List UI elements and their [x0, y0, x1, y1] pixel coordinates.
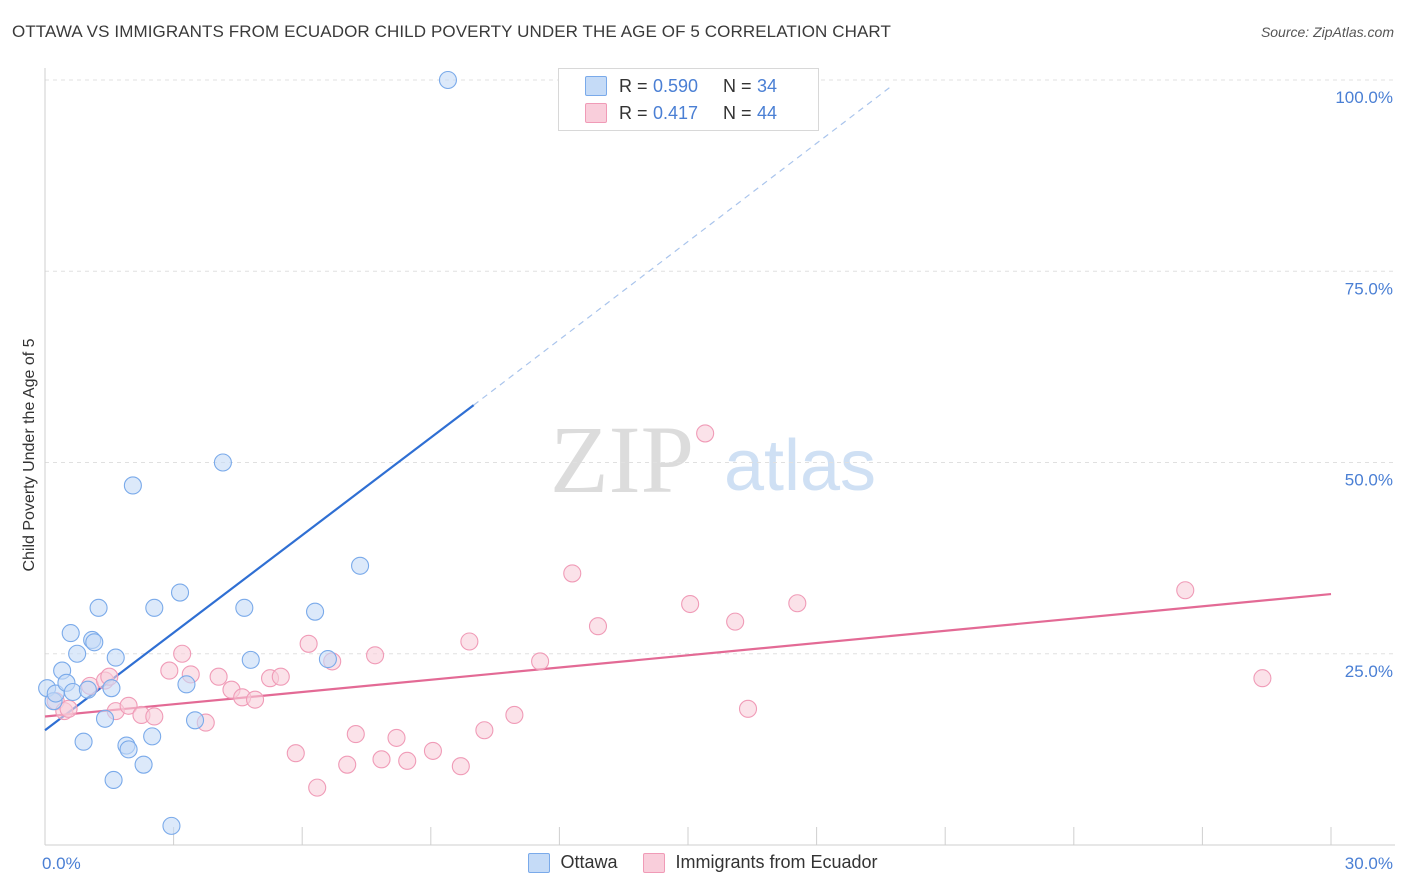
- source-credit: Source: ZipAtlas.com: [1260, 24, 1394, 40]
- point-ecuador: [505, 705, 524, 725]
- point-ottawa: [351, 556, 370, 575]
- watermark: ZIP atlas: [550, 406, 876, 513]
- point-ecuador: [475, 721, 494, 740]
- point-ecuador: [423, 741, 442, 760]
- point-ecuador: [531, 652, 550, 671]
- point-ottawa: [68, 644, 87, 663]
- x-tick-label: 30.0%: [1345, 854, 1393, 873]
- point-ottawa: [78, 680, 97, 699]
- point-ecuador: [245, 690, 265, 709]
- legend-swatch-ecuador: [585, 103, 607, 123]
- point-ecuador: [286, 744, 305, 763]
- point-ecuador: [1176, 581, 1195, 600]
- point-ottawa: [185, 711, 205, 730]
- point-ecuador: [696, 424, 715, 443]
- y-tick-label: 100.0%: [1335, 88, 1393, 107]
- data-points: [38, 70, 1272, 835]
- legend-n-label: N =: [723, 75, 752, 96]
- point-ottawa: [119, 740, 138, 759]
- legend-item-ottawa: Ottawa: [528, 852, 617, 873]
- x-tick-label: 0.0%: [42, 854, 81, 873]
- point-ecuador: [299, 634, 318, 653]
- legend-row-ecuador: R = 0.417 N = 44: [585, 101, 777, 125]
- point-ecuador: [173, 644, 192, 663]
- point-ottawa: [213, 453, 232, 472]
- legend-swatch-ottawa: [585, 76, 607, 96]
- point-ecuador: [788, 594, 807, 613]
- point-ottawa: [438, 70, 457, 90]
- legend-r-label: R =: [619, 102, 648, 123]
- legend-swatch-ottawa: [528, 852, 551, 873]
- legend-swatch-ecuador: [643, 852, 666, 873]
- point-ecuador: [209, 667, 228, 686]
- point-ecuador: [398, 751, 417, 770]
- point-ottawa: [162, 816, 181, 835]
- point-ecuador: [681, 594, 700, 614]
- point-ecuador: [366, 646, 385, 665]
- legend-n-value: 34: [757, 75, 778, 96]
- legend-item-ecuador: Immigrants from Ecuador: [643, 852, 878, 873]
- series-legend: Ottawa Immigrants from Ecuador: [0, 852, 1406, 873]
- trend-line-ottawa-extension: [473, 87, 890, 406]
- correlation-legend: R = 0.590 N = 34 R = 0.417 N = 44: [558, 68, 819, 131]
- point-ecuador: [451, 757, 470, 776]
- point-ottawa: [170, 583, 190, 602]
- point-ottawa: [95, 709, 115, 728]
- y-tick-label: 75.0%: [1345, 279, 1393, 298]
- point-ecuador: [460, 632, 479, 651]
- point-ottawa: [61, 624, 80, 643]
- point-ottawa: [106, 648, 125, 667]
- point-ottawa: [63, 682, 82, 702]
- legend-r-label: R =: [619, 75, 648, 96]
- point-ecuador: [738, 699, 758, 718]
- y-tick-label: 50.0%: [1345, 471, 1393, 490]
- point-ecuador: [563, 564, 582, 583]
- point-ottawa: [306, 602, 325, 621]
- point-ecuador: [160, 661, 179, 680]
- legend-row-ottawa: R = 0.590 N = 34: [585, 74, 777, 98]
- point-ecuador: [387, 728, 406, 747]
- watermark-zip: ZIP: [550, 406, 694, 513]
- point-ottawa: [74, 732, 93, 751]
- point-ottawa: [134, 755, 153, 774]
- point-ottawa: [241, 650, 260, 669]
- point-ecuador: [338, 755, 357, 774]
- legend-label-ecuador: Immigrants from Ecuador: [675, 852, 878, 872]
- watermark-atlas: atlas: [724, 426, 876, 506]
- point-ecuador: [346, 725, 365, 744]
- point-ottawa: [89, 598, 108, 617]
- tick-labels: 25.0% 50.0% 75.0% 100.0% 0.0% 30.0%: [42, 88, 1393, 873]
- y-tick-label: 25.0%: [1345, 662, 1393, 681]
- point-ecuador: [588, 617, 608, 636]
- point-ottawa: [318, 650, 337, 669]
- legend-n-value: 44: [757, 102, 778, 123]
- point-ottawa: [102, 679, 121, 698]
- point-ecuador: [119, 696, 138, 715]
- point-ottawa: [145, 598, 164, 617]
- point-ecuador: [1253, 669, 1272, 688]
- point-ecuador: [145, 707, 164, 726]
- point-ottawa: [235, 598, 254, 617]
- point-ecuador: [271, 667, 290, 686]
- point-ecuador: [308, 778, 327, 797]
- legend-n-label: N =: [723, 102, 752, 123]
- legend-label-ottawa: Ottawa: [560, 852, 618, 872]
- point-ecuador: [372, 750, 391, 769]
- axes: [44, 68, 1395, 846]
- legend-r-value: 0.417: [653, 102, 699, 123]
- point-ottawa: [177, 675, 196, 694]
- point-ottawa: [104, 770, 123, 790]
- point-ecuador: [726, 612, 745, 631]
- grid: [45, 79, 1395, 655]
- point-ottawa: [85, 633, 104, 652]
- point-ecuador: [59, 699, 78, 718]
- legend-r-value: 0.590: [653, 75, 699, 96]
- point-ottawa: [143, 727, 162, 746]
- chart-title: OTTAWA VS IMMIGRANTS FROM ECUADOR CHILD …: [12, 22, 891, 41]
- point-ottawa: [123, 476, 142, 495]
